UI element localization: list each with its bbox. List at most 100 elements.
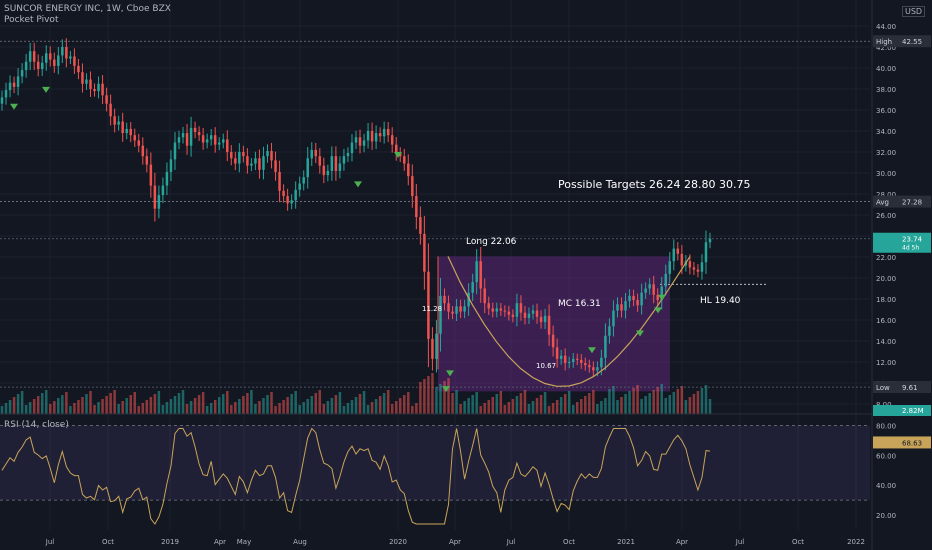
- x-tick-label: 2022: [847, 538, 865, 546]
- y-tick-label: 20.00: [876, 275, 896, 283]
- x-tick-label: 2019: [161, 538, 179, 546]
- long-annotation: Long 22.06: [466, 237, 517, 247]
- x-tick-label: Oct: [792, 538, 804, 546]
- volume-bar: [648, 393, 651, 414]
- candle-body: [85, 79, 88, 84]
- volume-bar: [443, 381, 446, 414]
- candle-body: [4, 90, 8, 98]
- volume-bar: [636, 385, 639, 414]
- volume-bar: [149, 397, 153, 414]
- rsi-title: RSI (14, close): [4, 420, 69, 430]
- volume-label: 2.82M: [902, 407, 924, 415]
- candle-body: [0, 97, 4, 104]
- volume-bar: [45, 390, 48, 414]
- candle-body: [463, 306, 466, 312]
- volume-bar: [471, 395, 474, 414]
- x-tick-label: Apr: [214, 538, 226, 546]
- candle-body: [499, 308, 503, 311]
- candle-body: [302, 177, 305, 184]
- volume-bar: [266, 395, 269, 414]
- candle-body: [294, 189, 297, 201]
- candle-body: [354, 137, 358, 143]
- volume-bar: [483, 403, 486, 414]
- candle-body: [133, 135, 136, 141]
- volume-bar: [173, 396, 177, 414]
- y-tick-label: 12.00: [876, 359, 896, 367]
- volume-bar: [250, 390, 253, 414]
- candle-body: [117, 121, 120, 125]
- volume-bar: [270, 392, 273, 414]
- volume-bar: [660, 384, 663, 414]
- volume-bar: [515, 396, 519, 414]
- volume-bar: [567, 391, 571, 414]
- volume-bar: [213, 400, 217, 414]
- candle-body: [57, 55, 60, 66]
- candle-body: [61, 47, 64, 56]
- candle-body: [326, 170, 330, 176]
- rsi-value-label: 68.63: [902, 439, 922, 447]
- volume-bar: [571, 405, 575, 414]
- candle-body: [36, 61, 40, 70]
- volume-bar: [20, 391, 24, 414]
- volume-bar: [85, 394, 88, 414]
- y-tick-label: 18.00: [876, 296, 896, 304]
- y-tick-label: 26.00: [876, 212, 896, 220]
- y-tick-label: 22.00: [876, 254, 896, 262]
- candle-body: [636, 300, 639, 306]
- volume-bar: [668, 395, 672, 414]
- volume-bar: [531, 401, 535, 414]
- volume-bar: [65, 392, 68, 414]
- candle-body: [246, 156, 249, 166]
- volume-bar: [495, 394, 499, 414]
- candle-body: [584, 363, 587, 366]
- x-tick-label: 2021: [617, 538, 635, 546]
- currency-badge[interactable]: USD: [902, 6, 926, 17]
- candle-body: [660, 286, 663, 301]
- low-1067-annotation: 10.67: [536, 362, 556, 370]
- cup-curve: [447, 256, 691, 387]
- volume-bar: [608, 389, 611, 414]
- volume-bar: [362, 391, 366, 414]
- volume-bar: [708, 399, 712, 414]
- candle-body: [222, 139, 225, 143]
- volume-bar: [12, 397, 16, 414]
- volume-bar: [507, 402, 511, 414]
- volume-bar: [354, 397, 358, 414]
- candle-body: [407, 163, 410, 177]
- candle-body: [676, 248, 680, 254]
- pocket-pivot-marker: [654, 307, 662, 314]
- volume-bar: [290, 394, 293, 414]
- volume-bar: [688, 397, 692, 414]
- candle-body: [242, 152, 245, 157]
- hl-annotation: HL 19.40: [700, 296, 741, 306]
- candle-body: [386, 128, 390, 136]
- high-label-value: 42.55: [902, 38, 922, 46]
- volume-bar: [157, 391, 161, 414]
- volume-bar: [584, 396, 587, 414]
- volume-bar: [624, 394, 627, 414]
- candle-body: [491, 308, 495, 312]
- candle-body: [286, 196, 289, 204]
- candle-body: [322, 165, 326, 176]
- candle-body: [129, 128, 132, 136]
- candle-body: [213, 135, 217, 145]
- candle-body: [503, 310, 507, 312]
- volume-bar: [145, 400, 149, 414]
- candle-body: [435, 333, 438, 359]
- candle-body: [274, 160, 277, 172]
- candle-body: [596, 367, 599, 371]
- volume-bar: [302, 402, 305, 414]
- candle-body: [334, 156, 338, 171]
- candle-body: [169, 159, 173, 172]
- volume-bar: [551, 403, 555, 414]
- candle-body: [507, 311, 511, 315]
- volume-bar: [487, 400, 490, 414]
- volume-bar: [77, 400, 80, 414]
- x-tick-label: Apr: [449, 538, 461, 546]
- y-tick-label: 40.00: [876, 65, 896, 73]
- volume-bar: [382, 393, 386, 414]
- rsi-tick-label: 40.00: [876, 482, 896, 490]
- volume-bar: [262, 398, 265, 414]
